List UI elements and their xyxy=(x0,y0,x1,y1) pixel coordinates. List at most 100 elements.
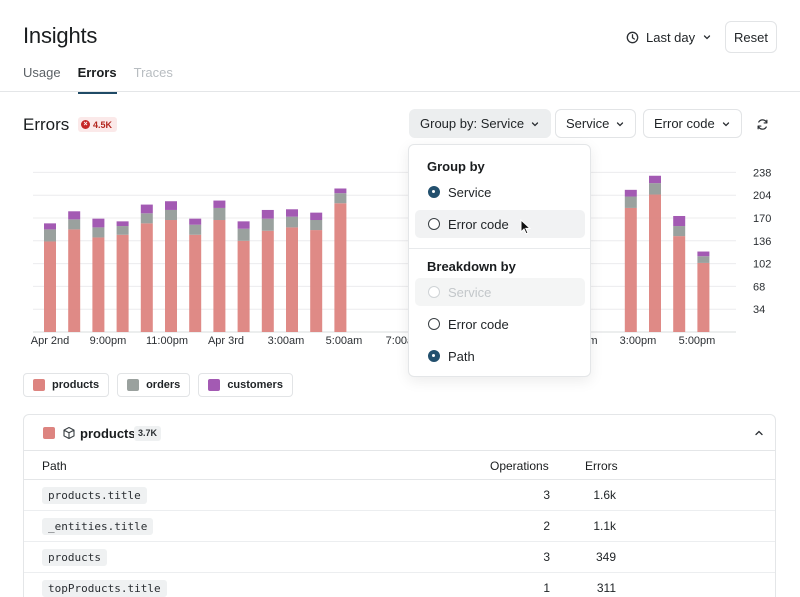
page-title: Insights xyxy=(23,23,98,48)
tab-usage[interactable]: Usage xyxy=(23,65,61,80)
breakdown-option-error-code[interactable]: Error code xyxy=(415,310,585,338)
bar-segment-customers xyxy=(310,212,323,221)
path-code: topProducts.title xyxy=(42,580,167,597)
column-header-path[interactable]: Path xyxy=(42,459,67,473)
bar-segment-orders xyxy=(624,196,637,208)
bar-segment-orders xyxy=(673,226,686,237)
panel-service-name: products xyxy=(80,426,136,441)
column-header-errors[interactable]: Errors xyxy=(585,459,618,473)
chevron-up-icon[interactable] xyxy=(753,427,765,439)
column-header-operations[interactable]: Operations xyxy=(490,459,549,473)
y-tick-label: 102 xyxy=(753,259,771,271)
bar-segment-orders xyxy=(334,193,347,204)
bar-segment-orders xyxy=(237,228,250,241)
group-by-option-service[interactable]: Service xyxy=(415,178,585,206)
error-code-filter-button[interactable]: Error code xyxy=(643,109,742,138)
x-tick-label: 5:00am xyxy=(326,335,363,347)
products-swatch xyxy=(33,379,45,391)
radio-checked[interactable] xyxy=(428,350,440,362)
bar-segment-customers xyxy=(237,221,250,229)
operations-value: 1 xyxy=(543,581,550,595)
operations-value: 2 xyxy=(543,519,550,533)
bar-segment-products xyxy=(165,220,177,332)
reset-button[interactable]: Reset xyxy=(725,21,777,53)
bar-segment-products xyxy=(213,220,226,332)
y-tick-label: 170 xyxy=(753,213,771,225)
y-tick-label: 34 xyxy=(753,304,765,316)
legend-label: orders xyxy=(146,379,181,391)
bar-segment-customers xyxy=(334,188,347,194)
y-tick-label: 204 xyxy=(753,190,771,202)
table-row[interactable]: products 3 349 xyxy=(24,542,775,573)
service-filter-label: Service xyxy=(566,116,610,131)
bar-segment-products xyxy=(697,262,710,332)
bar-segment-customers xyxy=(673,215,686,227)
table-row[interactable]: topProducts.title 1 311 xyxy=(24,573,775,597)
bar-segment-customers xyxy=(92,218,105,228)
table-row[interactable]: _entities.title 2 1.1k xyxy=(24,511,775,542)
legend-label: products xyxy=(52,379,100,391)
error-count: 4.5K xyxy=(93,119,113,130)
bar-segment-orders xyxy=(286,216,298,228)
group-by-option-error-code[interactable]: Error code xyxy=(415,210,585,238)
option-label: Error code xyxy=(448,216,509,232)
errors-value: 311 xyxy=(596,581,616,595)
operations-value: 3 xyxy=(543,488,550,502)
y-tick-label: 238 xyxy=(753,167,771,179)
bar-segment-products xyxy=(237,240,250,332)
table-row[interactable]: products.title 3 1.6k xyxy=(24,480,775,511)
breakdown-option-path[interactable]: Path xyxy=(415,342,585,370)
bar-segment-orders xyxy=(44,229,56,242)
path-code: _entities.title xyxy=(42,518,154,535)
bar-segment-orders xyxy=(213,207,226,221)
bar-segment-products xyxy=(92,237,105,332)
option-label: Path xyxy=(448,348,475,364)
service-detail-panel: products 3.7K xyxy=(23,414,776,597)
breakdown-option-service: Service xyxy=(415,278,585,306)
bar-segment-products xyxy=(68,229,81,332)
errors-value: 349 xyxy=(595,550,616,564)
x-tick-label: m xyxy=(588,335,597,347)
bar-segment-products xyxy=(189,234,202,332)
panel-header[interactable]: products 3.7K xyxy=(24,415,775,451)
bar-segment-products xyxy=(649,194,661,332)
radio-disabled xyxy=(428,286,440,298)
legend-item-products[interactable]: products xyxy=(23,373,110,397)
x-tick-label: Apr 2nd xyxy=(31,335,70,347)
radio-unchecked[interactable] xyxy=(428,318,440,330)
service-filter-button[interactable]: Service xyxy=(555,109,637,138)
tab-bar: Usage Errors Traces xyxy=(23,65,173,94)
bar-segment-customers xyxy=(140,204,153,214)
legend-label: customers xyxy=(227,379,283,391)
error-x-icon: × xyxy=(81,120,90,129)
bar-segment-products xyxy=(44,241,56,332)
bar-segment-products xyxy=(310,230,323,332)
radio-checked[interactable] xyxy=(428,186,440,198)
x-tick-label: 3:00am xyxy=(268,335,305,347)
legend-item-orders[interactable]: orders xyxy=(117,373,191,397)
bar-segment-customers xyxy=(261,209,274,219)
tab-traces[interactable]: Traces xyxy=(133,65,173,80)
customers-swatch xyxy=(208,379,221,391)
refresh-button[interactable] xyxy=(750,112,774,136)
group-by-button[interactable]: Group by: Service xyxy=(409,109,552,138)
legend-item-customers[interactable]: customers xyxy=(198,373,293,397)
bar-segment-orders xyxy=(697,256,710,263)
time-range-select[interactable]: Last day xyxy=(617,22,721,52)
bar-segment-orders xyxy=(261,218,274,231)
dropdown-divider xyxy=(409,248,590,249)
radio-unchecked[interactable] xyxy=(428,218,440,230)
breakdown-heading: Breakdown by xyxy=(427,259,516,274)
bar-segment-customers xyxy=(649,175,661,184)
error-count-badge: × 4.5K xyxy=(78,117,118,132)
x-tick-label: 3:00pm xyxy=(620,335,657,347)
errors-value: 1.1k xyxy=(593,519,616,533)
bar-segment-products xyxy=(140,223,153,332)
chart-legend: products orders customers xyxy=(23,373,293,397)
bar-segment-products xyxy=(116,234,129,332)
bar-segment-orders xyxy=(165,209,177,221)
tab-errors[interactable]: Errors xyxy=(77,65,117,94)
bar-segment-customers xyxy=(213,200,226,208)
panel-count-badge: 3.7K xyxy=(134,426,162,441)
page-header: Insights Usage Errors Traces Last day Re… xyxy=(0,0,800,94)
